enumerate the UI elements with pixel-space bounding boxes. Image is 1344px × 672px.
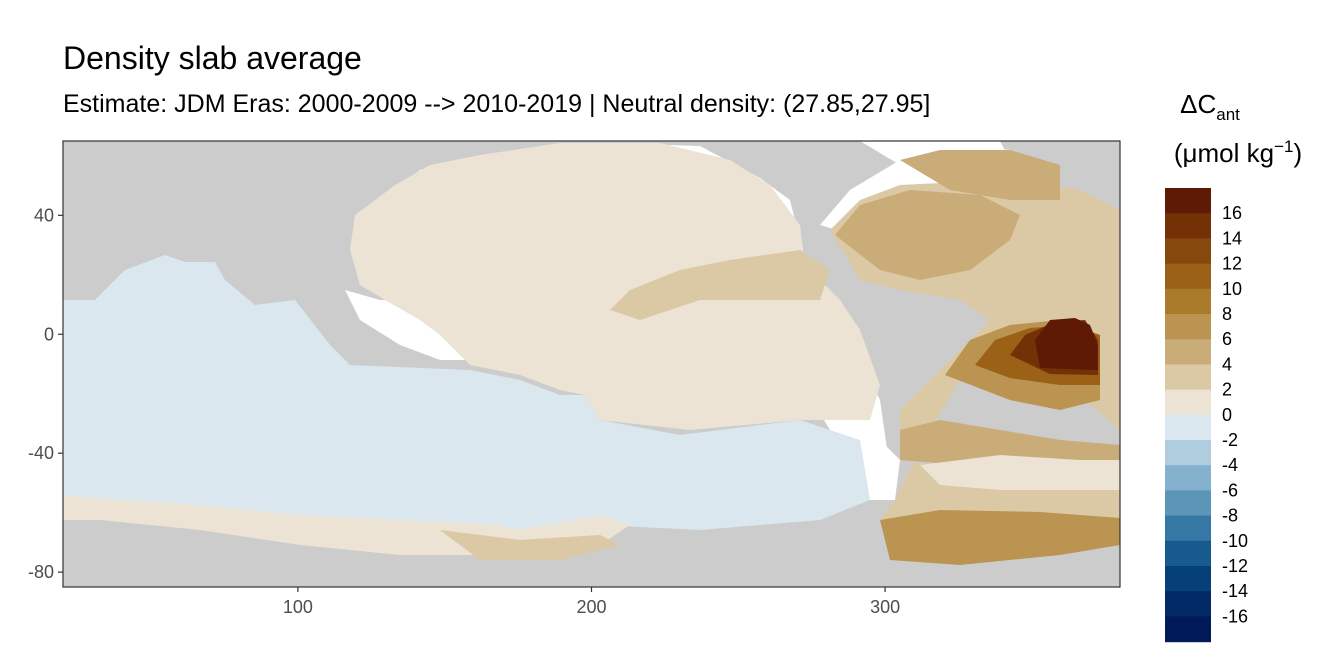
y-tick-label: -40	[28, 443, 54, 463]
legend-swatch	[1165, 591, 1211, 617]
legend-swatch	[1165, 540, 1211, 567]
y-tick-label: -80	[28, 562, 54, 582]
legend-swatch	[1165, 238, 1211, 265]
x-axis: 100 200 300	[283, 587, 900, 617]
legend-label: 6	[1222, 329, 1232, 349]
legend-swatch	[1165, 314, 1211, 340]
legend-label: -10	[1222, 531, 1248, 551]
ocean-southern	[63, 495, 1120, 565]
legend-label: -2	[1222, 430, 1238, 450]
legend-label: -6	[1222, 480, 1238, 500]
legend-title: ΔCant	[1180, 89, 1240, 124]
legend-swatch	[1165, 490, 1211, 517]
legend-units-sup: −1	[1274, 137, 1293, 156]
legend-swatch	[1165, 616, 1211, 643]
legend-label: -16	[1222, 606, 1248, 626]
atlantic-south-band	[900, 420, 1120, 470]
legend-swatch	[1165, 364, 1211, 391]
y-tick-label: 40	[34, 205, 54, 225]
legend-bins: 16 14 12 10 8 6 4 2 0 -2 -4 -6 -8 -10 -12 -14 -16	[1165, 188, 1248, 643]
legend-label: 12	[1222, 254, 1242, 274]
legend-label: 10	[1222, 279, 1242, 299]
indian-ocean-fill	[63, 255, 870, 535]
y-axis: 40 0 -40 -80	[28, 205, 63, 582]
legend-swatch	[1165, 288, 1211, 315]
pacific-ocean-fill	[350, 143, 880, 430]
legend-swatch	[1165, 440, 1211, 466]
legend-title-sub: ant	[1216, 105, 1240, 124]
y-tick-label: 0	[44, 324, 54, 344]
legend-label: -14	[1222, 581, 1248, 601]
atlantic-subpolar	[900, 150, 1060, 200]
legend-label: 8	[1222, 304, 1232, 324]
legend-swatch	[1165, 414, 1211, 441]
atlantic-north-warm	[835, 190, 1020, 280]
chart-title: Density slab average	[63, 40, 362, 76]
ocean-atlantic	[830, 150, 1120, 520]
atlantic-south-light	[920, 455, 1120, 490]
legend-swatch	[1165, 465, 1211, 491]
legend-label: -12	[1222, 556, 1248, 576]
legend-swatch	[1165, 339, 1211, 365]
legend-label: 16	[1222, 203, 1242, 223]
atlantic-equatorial-core	[1035, 318, 1098, 370]
legend-swatch	[1165, 213, 1211, 239]
legend-swatch	[1165, 389, 1211, 416]
legend-label: 2	[1222, 380, 1232, 400]
legend-label: 0	[1222, 405, 1232, 425]
legend-label: 4	[1222, 354, 1232, 374]
chart-subtitle: Estimate: JDM Eras: 2000-2009 --> 2010-2…	[63, 90, 931, 118]
southern-ocean-atlantic	[880, 510, 1120, 565]
legend-swatch	[1165, 566, 1211, 592]
land-antarctica	[63, 525, 1120, 587]
pacific-warm-band	[610, 250, 830, 320]
ocean-indian	[63, 255, 870, 535]
legend-units-close: )	[1293, 138, 1302, 168]
legend-label: -4	[1222, 455, 1238, 475]
legend-label: 14	[1222, 228, 1242, 248]
x-tick-label: 300	[870, 597, 900, 617]
legend: ΔCant (μmol kg−1) 16 14 12 10 8 6 4 2 0 -2 -4 -6 -8 -…	[1165, 89, 1302, 643]
legend-units-main: (μmol kg	[1174, 138, 1274, 168]
x-tick-label: 100	[283, 597, 313, 617]
legend-units: (μmol kg−1)	[1174, 137, 1302, 168]
legend-swatch	[1165, 188, 1211, 214]
legend-swatch	[1165, 515, 1211, 542]
southern-ocean-pacific	[440, 530, 620, 560]
ocean-pacific	[350, 143, 880, 430]
map-panel	[63, 141, 1120, 587]
legend-label: -8	[1222, 506, 1238, 526]
x-tick-label: 200	[576, 597, 606, 617]
legend-swatch	[1165, 263, 1211, 290]
legend-title-main: ΔC	[1180, 89, 1216, 119]
